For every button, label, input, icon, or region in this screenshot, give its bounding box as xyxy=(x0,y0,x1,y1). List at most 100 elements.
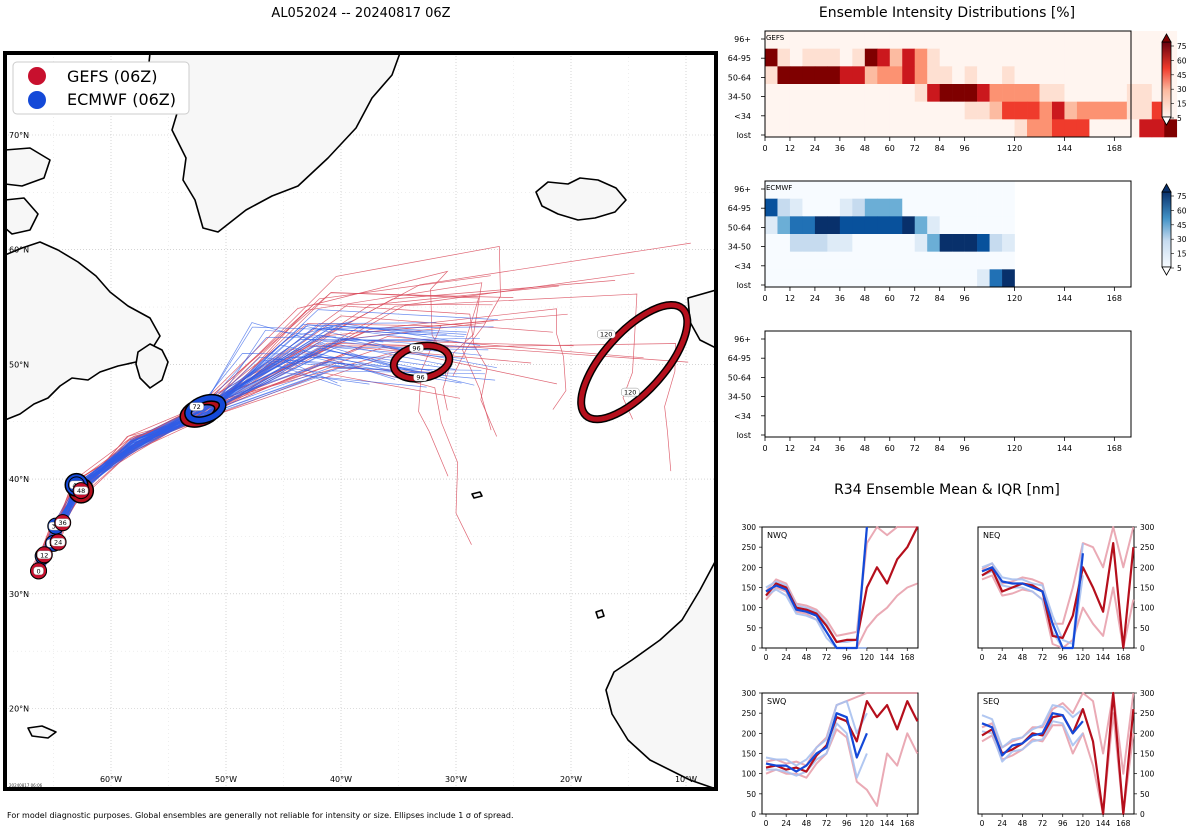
canary-islands xyxy=(595,609,605,619)
r34-panel-seq: SEQ 0 24 48 72 96 120 144 168 0 50 100 150 200 250 300 xyxy=(977,689,1155,828)
heatmap-cell xyxy=(1126,66,1140,85)
intensity-panel-background xyxy=(765,331,1131,437)
heatmap-cell xyxy=(1064,31,1078,49)
colorbar-label: 30 xyxy=(1177,235,1187,244)
heatmap-cell xyxy=(1101,119,1115,138)
intensity-title: Ensemble Intensity Distributions [%] xyxy=(819,5,1075,21)
heatmap-cell xyxy=(1002,234,1015,252)
heatmap-cell xyxy=(952,198,965,217)
colorbar-max-arrow xyxy=(1161,33,1172,43)
heatmap-cell xyxy=(1089,48,1103,67)
r34-x-label: 72 xyxy=(822,819,832,828)
heatmap-cell xyxy=(852,84,866,102)
intensity-x-label: 168 xyxy=(1107,444,1122,453)
gefs-marker-label: 36 xyxy=(59,519,67,527)
heatmap-cell xyxy=(952,31,965,49)
heatmap-cell xyxy=(977,66,990,85)
forecast-markers: 012243648012243648729696120120 xyxy=(30,329,640,580)
heatmap-cell xyxy=(789,84,803,102)
heatmap-cell xyxy=(777,198,791,217)
intensity-y-label: 50-64 xyxy=(728,223,751,232)
heatmap-cell xyxy=(1002,181,1015,199)
heatmap-cell xyxy=(902,119,916,138)
r34-y-label: 50 xyxy=(746,790,756,799)
gefs-member-track xyxy=(41,323,449,579)
heatmap-cell xyxy=(1101,66,1115,85)
heatmap-cell xyxy=(902,269,916,288)
r34-y-label: 300 xyxy=(742,523,757,532)
heatmap-cell xyxy=(977,181,990,199)
heatmap-cell xyxy=(952,66,965,85)
intensity-panel-frame xyxy=(764,330,1132,438)
r34-x-label: 168 xyxy=(1116,819,1131,828)
heatmap-cell xyxy=(952,84,965,102)
intensity-y-label: <34 xyxy=(734,262,751,271)
iceland xyxy=(535,177,627,221)
gefs-96h-label: 96 xyxy=(416,374,424,382)
heatmap-cell xyxy=(927,251,940,270)
intensity-y-label: 34-50 xyxy=(728,243,751,252)
intensity-y-label: 64-95 xyxy=(728,354,751,363)
heatmap-cell xyxy=(1002,269,1015,288)
intensity-x-label: 144 xyxy=(1057,144,1072,153)
cuba xyxy=(27,725,57,739)
heatmap-cell xyxy=(802,119,816,138)
heatmap-cell xyxy=(952,251,965,270)
heatmap-cell xyxy=(1076,48,1090,67)
colorbar-body xyxy=(1161,41,1172,118)
r34-x-label: 96 xyxy=(842,819,852,828)
storm-title: AL052024 -- 20240817 06Z xyxy=(271,6,450,21)
gefs-96h-label-box xyxy=(409,343,424,353)
heatmap-cell xyxy=(827,119,841,138)
heatmap-cell xyxy=(1114,101,1128,120)
ecmwf-iqr-low-line xyxy=(766,722,868,779)
heatmap-cell xyxy=(889,31,903,49)
heatmap-cell xyxy=(939,48,953,67)
heatmap-cell xyxy=(789,234,803,252)
intensity-y-label: <34 xyxy=(734,112,751,121)
ecmwf-iqr-high-line xyxy=(765,700,868,767)
heatmap-cell xyxy=(1114,66,1128,85)
ecmwf-mean-line xyxy=(981,553,1084,650)
heatmap-cell xyxy=(814,269,828,288)
heatmap-cell xyxy=(902,48,916,67)
lat-label: 70°N xyxy=(9,131,29,140)
heatmap-cell xyxy=(939,216,953,235)
heatmap-cell xyxy=(827,101,841,120)
heatmap-cell xyxy=(877,101,891,120)
heatmap-cell xyxy=(964,48,978,67)
heatmap-cell xyxy=(927,31,940,49)
heatmap-cell xyxy=(952,269,965,288)
heatmap-cell xyxy=(914,48,928,67)
heatmap-cell xyxy=(939,119,953,138)
heatmap-cell xyxy=(1114,84,1128,102)
r34-y-label: 50 xyxy=(1140,624,1150,633)
heatmap-cell xyxy=(902,251,916,270)
intensity-y-label: lost xyxy=(737,431,751,440)
heatmap-cell xyxy=(877,66,891,85)
intensity-x-label: 60 xyxy=(885,444,895,453)
gefs-marker-label-box xyxy=(33,566,44,576)
heatmap-cell xyxy=(1002,101,1015,120)
intensity-x-label: 72 xyxy=(910,294,920,303)
ecmwf-iqr-high-line xyxy=(981,543,1084,645)
heatmap-cell xyxy=(964,269,978,288)
intensity-x-label: 12 xyxy=(785,294,795,303)
heatmap-cell xyxy=(1014,48,1028,67)
r34-y-label: 200 xyxy=(742,563,757,572)
heatmap-cell xyxy=(839,66,853,85)
r34-x-label: 0 xyxy=(980,819,985,828)
heatmap-cell xyxy=(802,181,816,199)
heatmap-cell xyxy=(1002,66,1015,85)
heatmap-cell xyxy=(927,216,940,235)
heatmap-cell xyxy=(977,234,990,252)
r34-y-label: 250 xyxy=(742,709,757,718)
heatmap-cell xyxy=(1076,84,1090,102)
intensity-y-label: <34 xyxy=(734,412,751,421)
heatmap-cell xyxy=(1101,31,1115,49)
heatmap-cell xyxy=(1064,84,1078,102)
heatmap-cell xyxy=(814,119,828,138)
heatmap-cell xyxy=(777,251,791,270)
intensity-panel-gefs: GEFS 96+ 64-95 50-64 34-50 <34 lost 0 12 24 36 48 60… xyxy=(728,30,1187,153)
intensity-x-label: 60 xyxy=(885,144,895,153)
